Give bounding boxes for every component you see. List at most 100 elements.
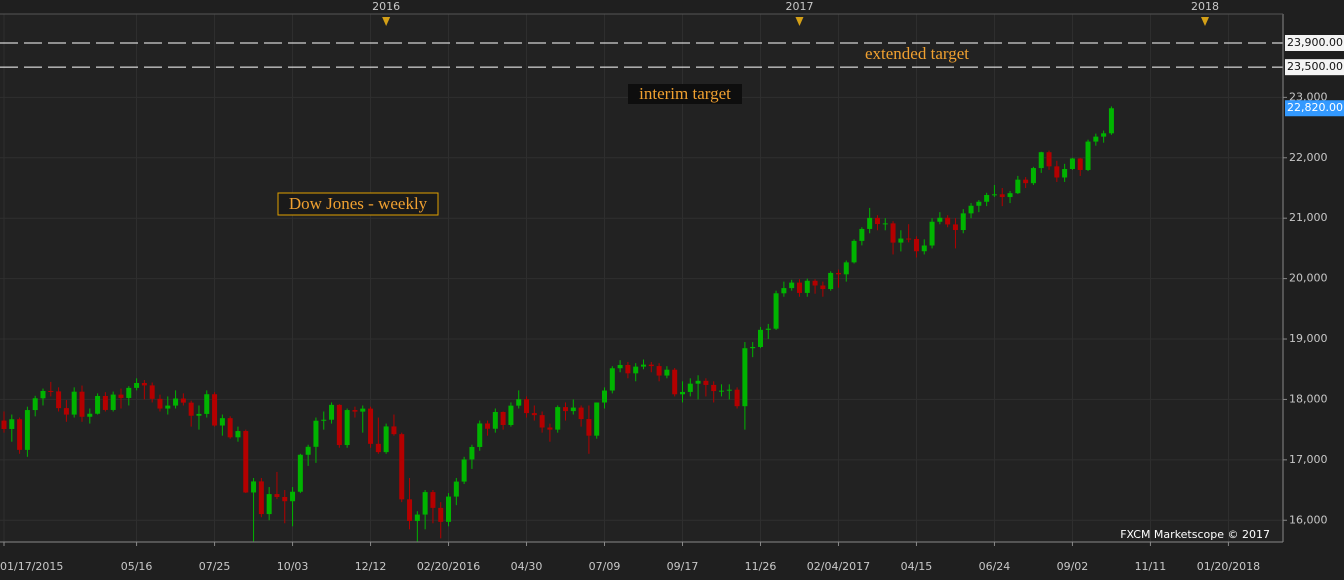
credit: FXCM Marketscope © 2017 (1120, 528, 1270, 541)
candle-body (602, 390, 608, 403)
candle-body (563, 407, 569, 412)
candle-body (859, 228, 865, 241)
candle-body (796, 282, 802, 293)
candle-body (734, 389, 740, 407)
level-tag-label: 23,900.00 (1287, 36, 1343, 49)
candle-body (750, 346, 756, 349)
candle-body (757, 329, 763, 347)
candle-body (555, 407, 561, 430)
candle-body (843, 262, 849, 275)
candle-body (1077, 158, 1083, 170)
candle-body (368, 408, 374, 444)
candle-body (1062, 169, 1068, 178)
y-tick-label: 23,000 (1289, 90, 1328, 103)
candle-body (812, 280, 818, 286)
candle-body (641, 364, 646, 367)
candle-body (578, 407, 584, 420)
candle-body (17, 419, 23, 450)
candle-body (679, 391, 685, 395)
candle-body (781, 288, 787, 294)
candle-body (999, 194, 1005, 198)
x-tick-label: 11/11 (1135, 560, 1167, 573)
candle-body (851, 240, 857, 263)
candle-body (485, 423, 491, 429)
candle-body (765, 328, 771, 330)
candle-body (586, 419, 592, 436)
candle-body (539, 415, 545, 428)
candle-body (874, 217, 880, 225)
candle-body (492, 411, 498, 429)
candle-body (921, 245, 927, 252)
year-label: 2017 (785, 0, 813, 13)
year-marker (795, 17, 804, 26)
candle-body (165, 405, 171, 409)
candle-body (344, 410, 350, 446)
x-tick-label: 01/20/2018 (1197, 560, 1260, 573)
candle-body (235, 431, 241, 438)
candle-body (929, 221, 935, 246)
year-label: 2018 (1191, 0, 1219, 13)
candle-body (570, 407, 576, 412)
last-price-tag (1285, 100, 1344, 117)
candle-body (87, 413, 93, 417)
candle-body (726, 389, 732, 391)
x-tick-label: 09/17 (667, 560, 699, 573)
candle-body (305, 446, 311, 455)
candles (0, 42, 1283, 542)
candle-body (282, 496, 288, 502)
candle-body (243, 431, 249, 493)
candle-body (984, 194, 990, 202)
candle-body (718, 390, 724, 392)
candle-body (1093, 136, 1099, 142)
candle-body (703, 380, 709, 385)
candle-body (820, 285, 826, 290)
y-tick-label: 17,000 (1289, 453, 1328, 466)
candle-body (118, 394, 124, 398)
candle-body (102, 395, 108, 410)
candle-body (1015, 179, 1021, 194)
y-tick-label: 19,000 (1289, 332, 1328, 345)
candle-body (960, 213, 966, 231)
candle-body (297, 454, 303, 492)
candle-body (477, 423, 483, 447)
candle-body (110, 394, 116, 410)
title-box (277, 192, 439, 216)
chart-title: Dow Jones - weekly (289, 194, 428, 213)
candle-body (1085, 141, 1091, 170)
candle-body (1101, 133, 1107, 137)
x-tick-label: 02/20/2016 (417, 560, 480, 573)
candle-body (274, 494, 280, 497)
candle-body (695, 380, 701, 384)
y-tick-label: 18,000 (1289, 392, 1328, 405)
y-tick-label: 16,000 (1289, 513, 1328, 526)
candle-body (1108, 108, 1114, 134)
x-tick-label: 04/30 (511, 560, 543, 573)
candle-body (835, 272, 841, 275)
candle-body (625, 364, 631, 374)
candle-body (773, 293, 779, 329)
candle-body (1023, 179, 1029, 184)
candle-body (290, 491, 296, 502)
candle-body (648, 364, 654, 367)
candle-body (1038, 152, 1044, 169)
candle-body (991, 194, 997, 196)
candle-body (173, 398, 179, 406)
candle-body (32, 398, 38, 411)
candle-body (968, 205, 974, 214)
candle-body (1, 420, 7, 429)
x-tick-label: 10/03 (277, 560, 309, 573)
candle-body (711, 384, 717, 392)
year-marker (1201, 17, 1210, 26)
y-tick-label: 22,000 (1289, 151, 1328, 164)
candle-body (360, 408, 366, 412)
candle-body (258, 481, 264, 515)
candle-body (1054, 166, 1060, 178)
candle-body (212, 394, 218, 426)
candle-body (500, 411, 506, 425)
candle-body (952, 224, 958, 231)
candle-body (656, 366, 662, 376)
candle-body (352, 410, 358, 412)
x-tick-label: 05/16 (121, 560, 153, 573)
candle-body (126, 387, 132, 398)
